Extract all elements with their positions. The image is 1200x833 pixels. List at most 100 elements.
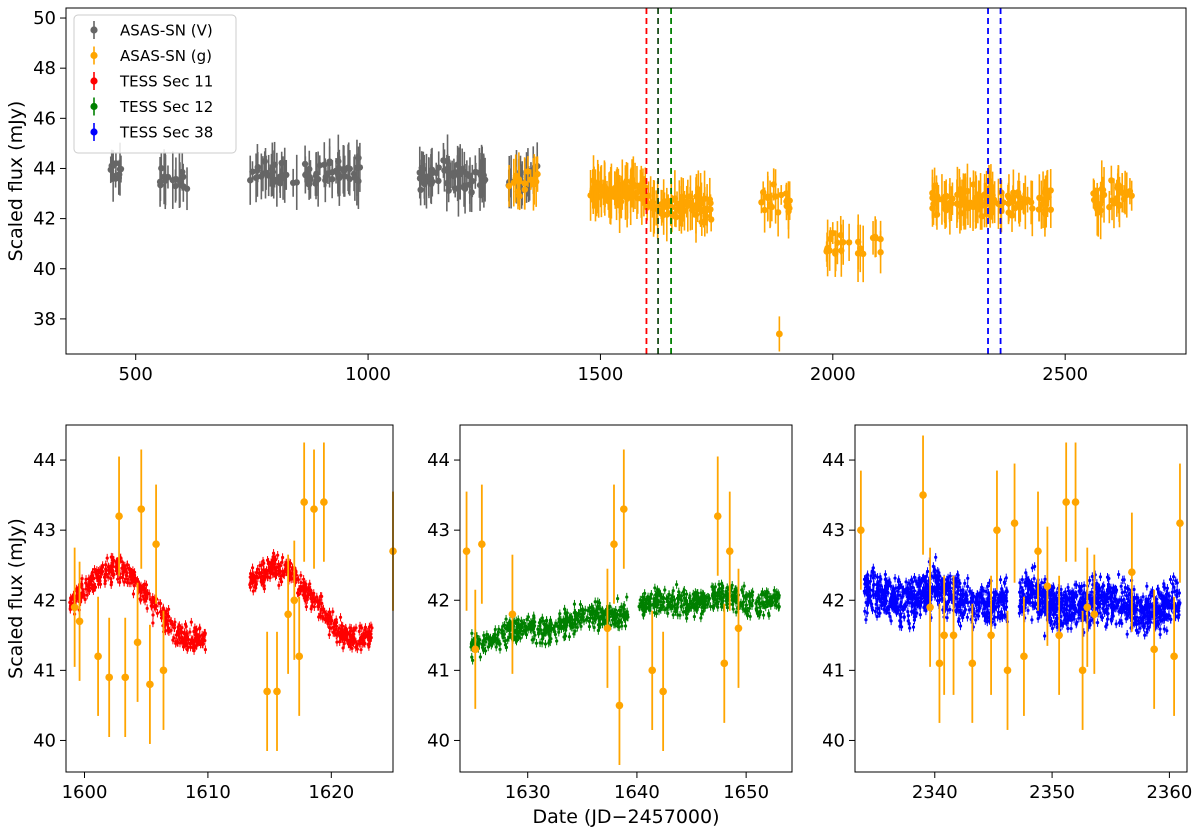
data-point xyxy=(427,175,435,182)
data-point xyxy=(331,610,335,614)
data-point xyxy=(715,602,720,606)
data-point xyxy=(354,626,358,630)
data-point xyxy=(109,580,114,584)
data-point xyxy=(99,571,103,575)
data-point xyxy=(445,187,452,194)
data-point xyxy=(320,498,328,506)
data-point xyxy=(254,570,259,575)
data-point xyxy=(654,612,659,616)
data-point xyxy=(299,580,303,585)
data-point xyxy=(623,617,628,621)
data-point xyxy=(327,626,332,630)
data-point xyxy=(747,606,752,610)
data-point xyxy=(462,547,471,555)
data-point xyxy=(671,595,675,599)
data-point xyxy=(359,635,364,639)
data-point xyxy=(307,592,311,596)
data-point xyxy=(116,577,120,581)
data-point xyxy=(308,582,312,586)
data-point xyxy=(349,640,353,644)
data-point xyxy=(548,619,553,624)
data-point xyxy=(731,607,735,611)
data-point xyxy=(261,568,266,572)
data-point xyxy=(158,165,165,172)
x-tick-label: 1620 xyxy=(308,782,354,803)
data-point xyxy=(778,191,785,199)
data-point xyxy=(534,170,541,178)
data-point xyxy=(448,171,456,178)
data-point xyxy=(641,595,645,599)
data-point xyxy=(507,635,511,640)
data-point xyxy=(360,626,364,630)
data-point xyxy=(538,628,542,632)
data-point xyxy=(331,625,335,629)
data-point xyxy=(1010,189,1017,196)
y-axis-label: Scaled flux (mJy) xyxy=(5,101,27,262)
data-point xyxy=(771,596,775,600)
data-point xyxy=(260,580,264,584)
data-point xyxy=(877,235,884,243)
y-tick-label: 41 xyxy=(33,660,56,681)
data-point xyxy=(650,205,657,212)
data-point xyxy=(367,642,371,646)
data-point xyxy=(284,610,292,619)
data-point xyxy=(572,602,577,606)
data-point xyxy=(417,186,424,194)
data-point xyxy=(248,575,252,579)
data-point xyxy=(645,192,652,199)
data-point xyxy=(751,598,755,603)
y-tick-label: 44 xyxy=(33,450,56,471)
data-point xyxy=(587,624,592,629)
data-point xyxy=(619,608,623,612)
legend-marker xyxy=(90,26,98,34)
data-point xyxy=(740,588,744,592)
data-point xyxy=(661,596,666,601)
data-point xyxy=(515,629,519,633)
data-point xyxy=(278,564,282,568)
data-point xyxy=(471,639,475,644)
data-point xyxy=(718,596,722,600)
y-tick-label: 40 xyxy=(33,259,56,280)
data-point xyxy=(192,629,196,634)
data-point xyxy=(758,199,765,206)
data-point xyxy=(679,193,687,200)
data-point xyxy=(581,609,585,613)
data-point xyxy=(929,189,936,197)
data-point xyxy=(334,618,338,622)
data-point xyxy=(310,505,318,513)
data-point xyxy=(516,635,521,639)
legend: ASAS-SN (V) ASAS-SN (g) TESS Sec 11 TESS Se… xyxy=(73,14,237,154)
data-point xyxy=(608,615,612,619)
data-point xyxy=(656,603,660,607)
data-point xyxy=(337,626,341,630)
data-point xyxy=(524,168,532,175)
data-point xyxy=(262,584,266,588)
data-point xyxy=(70,603,79,612)
data-point xyxy=(498,642,502,646)
data-point xyxy=(254,582,258,586)
data-point xyxy=(85,593,89,597)
data-point xyxy=(1108,177,1115,184)
data-point xyxy=(289,577,293,581)
data-point xyxy=(317,601,322,605)
data-point xyxy=(720,605,724,609)
data-point xyxy=(663,608,667,612)
data-point xyxy=(1128,192,1135,199)
data-point xyxy=(109,172,117,180)
data-point xyxy=(478,655,482,659)
data-point xyxy=(508,610,517,619)
legend-label: ASAS-SN (g) xyxy=(120,47,212,65)
data-point xyxy=(554,621,558,626)
data-point xyxy=(548,633,552,637)
data-point xyxy=(748,614,752,619)
data-point xyxy=(176,177,183,184)
data-point xyxy=(531,622,535,627)
data-point xyxy=(657,609,661,613)
data-point xyxy=(966,584,970,589)
data-point xyxy=(281,172,288,179)
data-point xyxy=(637,182,644,189)
data-point xyxy=(340,166,347,173)
data-point xyxy=(481,647,486,651)
data-point xyxy=(504,617,508,621)
